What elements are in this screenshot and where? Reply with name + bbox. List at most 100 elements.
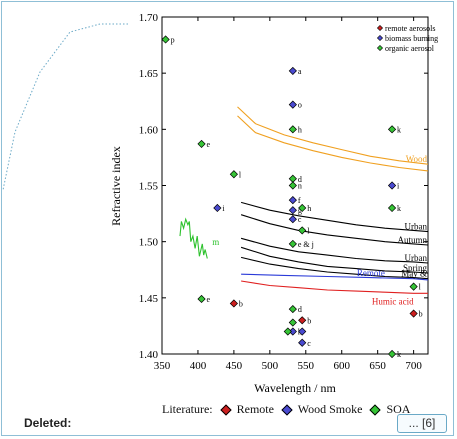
curve-line	[240, 214, 428, 246]
curve-line	[241, 273, 428, 281]
curve-label: Humic acid	[372, 296, 414, 306]
literature-remote-label: Remote	[236, 402, 274, 416]
y-tick-label: 1.55	[139, 181, 159, 193]
data-point-label: i	[397, 182, 400, 191]
y-tick-label: 1.45	[139, 293, 159, 305]
legend-entry: organic aerosol	[385, 44, 435, 53]
data-point-label: l	[307, 226, 310, 235]
data-point	[288, 174, 297, 183]
x-tick-label: 500	[262, 360, 279, 372]
legend-entry: biomass burning	[385, 34, 438, 43]
data-point	[288, 318, 297, 327]
data-point	[288, 239, 297, 249]
data-point	[288, 304, 297, 314]
y-tick-label: 1.50	[139, 237, 159, 249]
data-point	[161, 35, 170, 44]
data-point-label: h	[298, 125, 302, 134]
curve-label: Remote	[357, 268, 385, 278]
y-axis-label: Refractive index	[109, 146, 123, 226]
wood-smoke-marker-icon	[281, 404, 293, 416]
data-point	[387, 125, 397, 134]
curve-label: Wood	[406, 154, 428, 164]
x-tick-label: 650	[369, 360, 386, 372]
curve-line	[240, 256, 428, 280]
curve-label: m	[212, 237, 219, 247]
data-point	[298, 203, 307, 213]
data-point-label: b	[419, 310, 423, 319]
literature-wood-smoke-label: Wood Smoke	[297, 402, 363, 416]
curve-label: Urban	[405, 222, 428, 232]
legend-marker	[376, 24, 384, 32]
data-point-label: l	[239, 170, 242, 179]
y-tick-label: 1.60	[139, 124, 159, 136]
curve-label: Spring	[403, 263, 428, 273]
data-point	[288, 100, 297, 109]
curve-line	[240, 246, 428, 274]
data-point-label: h	[307, 204, 311, 213]
data-point-label: e & j	[298, 240, 314, 249]
data-point-label: b	[239, 299, 243, 308]
data-point	[298, 226, 307, 235]
curve-line	[179, 217, 208, 259]
data-point-label: d	[298, 175, 302, 184]
data-point	[298, 327, 307, 336]
data-point	[229, 170, 238, 179]
data-point	[288, 215, 297, 224]
data-point	[288, 196, 297, 205]
data-point	[409, 309, 418, 318]
data-point	[283, 327, 292, 336]
data-point	[387, 181, 397, 190]
data-point	[298, 316, 307, 325]
legend-marker	[376, 34, 384, 42]
data-point	[288, 181, 297, 190]
data-point-label: c	[298, 215, 302, 224]
data-point	[197, 139, 206, 149]
data-point	[298, 338, 307, 347]
x-tick-label: 450	[226, 360, 243, 372]
x-tick-label: 600	[333, 360, 350, 372]
deleted-label: Deleted:	[24, 416, 72, 430]
y-tick-label: 1.70	[139, 12, 159, 24]
comment-reference-button[interactable]: ... [6]	[397, 414, 447, 433]
x-tick-label: 700	[405, 360, 422, 372]
data-point	[288, 206, 297, 215]
remote-marker-icon	[219, 404, 232, 416]
comment-connector-line	[2, 23, 128, 191]
data-point-label: k	[397, 125, 401, 134]
data-point-label: f	[298, 196, 301, 205]
data-point	[197, 294, 206, 304]
data-point-label: c	[307, 339, 311, 348]
curve-line	[240, 237, 428, 264]
curve-line	[237, 115, 428, 172]
x-tick-label: 350	[154, 360, 171, 372]
curve-label: May &	[401, 269, 427, 279]
y-tick-label: 1.40	[139, 349, 159, 361]
data-point-label: g	[298, 206, 302, 215]
data-point-label: e	[207, 140, 211, 149]
data-point-label: d	[298, 305, 302, 314]
literature-legend: Literature: Remote Wood Smoke SOA	[162, 402, 410, 417]
legend-marker	[376, 44, 384, 52]
data-point-label: o	[298, 101, 302, 110]
data-point-label: l	[419, 283, 422, 292]
legend-entry: remote aerosols	[385, 24, 435, 33]
data-point	[288, 66, 297, 76]
x-tick-label: 550	[298, 360, 315, 372]
data-point-label: k	[397, 350, 401, 359]
data-point	[288, 125, 297, 134]
x-axis-label: Wavelength / nm	[254, 381, 336, 395]
curves-group	[179, 106, 428, 294]
data-point	[387, 349, 397, 359]
soa-marker-icon	[369, 404, 382, 416]
data-point-label: e	[207, 295, 211, 304]
curve-line	[241, 280, 428, 294]
x-tick-label: 400	[190, 360, 207, 372]
data-point-label: k	[397, 204, 401, 213]
data-point	[229, 299, 238, 308]
literature-soa-label: SOA	[386, 402, 411, 416]
data-point-label: p	[171, 35, 175, 44]
